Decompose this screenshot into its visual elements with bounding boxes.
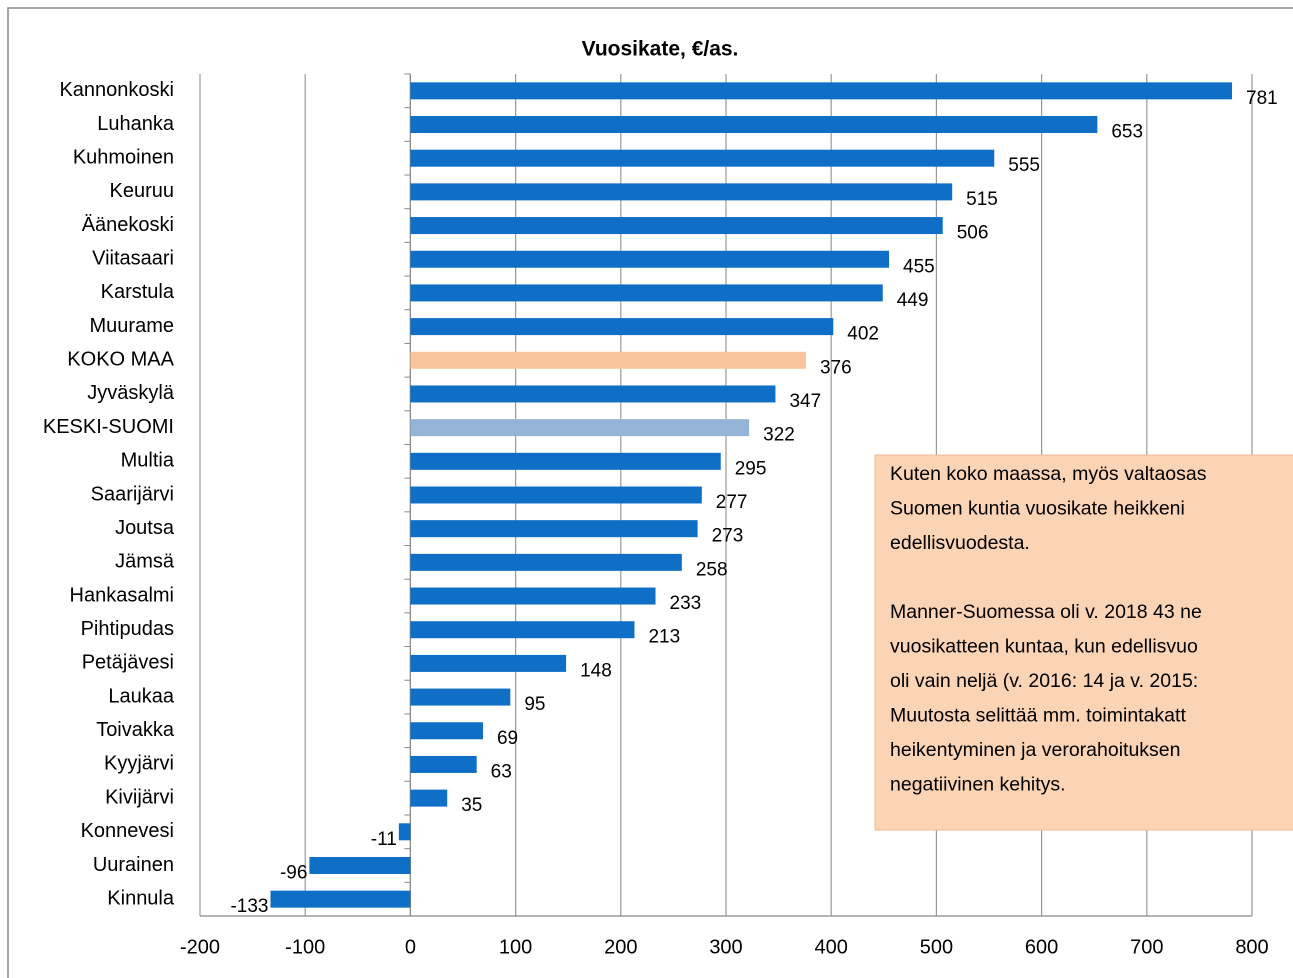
y-tick-label: Kyyjärvi	[104, 753, 174, 775]
x-tick-label: 600	[1025, 936, 1058, 958]
annotation-text: Muutosta selittää mm. toimintakatt	[890, 705, 1186, 727]
value-label: -133	[230, 896, 268, 917]
bar	[410, 149, 995, 167]
bar	[270, 890, 411, 908]
value-label: 273	[712, 526, 744, 547]
bar	[410, 654, 567, 672]
bar	[410, 755, 477, 773]
value-label: 322	[763, 425, 795, 446]
y-tick-label: Kinnula	[107, 887, 175, 909]
value-label: 555	[1008, 155, 1040, 176]
value-label: 63	[491, 761, 512, 782]
bar	[410, 722, 483, 740]
bar	[410, 789, 448, 807]
bar	[410, 621, 635, 639]
value-label: 506	[957, 223, 989, 244]
bar	[410, 553, 682, 571]
bar	[410, 217, 943, 235]
y-tick-label: Viitasaari	[92, 248, 174, 270]
y-tick-label: Laukaa	[108, 685, 174, 707]
value-label: 258	[696, 559, 728, 580]
x-tick-label: 500	[920, 936, 953, 958]
x-tick-label: 300	[709, 936, 742, 958]
y-tick-label: Jämsä	[115, 551, 175, 573]
value-label: 277	[716, 492, 748, 513]
chart-title: Vuosikate, €/as.	[582, 38, 739, 61]
value-label: 233	[670, 593, 702, 614]
annotation-text: Kuten koko maassa, myös valtaosas	[890, 463, 1207, 485]
value-label: 95	[524, 694, 545, 715]
bar	[410, 419, 750, 437]
bar	[410, 587, 656, 605]
y-tick-label: Konnevesi	[81, 820, 174, 842]
bar	[410, 116, 1098, 134]
y-tick-label: Toivakka	[96, 719, 175, 741]
bar	[410, 318, 834, 336]
value-label: 781	[1246, 88, 1278, 109]
bar	[410, 486, 702, 504]
bar	[410, 250, 890, 268]
annotation-text: Manner-Suomessa oli v. 2018 43 ne	[890, 601, 1202, 623]
y-tick-label: Saarijärvi	[91, 483, 174, 505]
value-label: 515	[966, 189, 998, 210]
bar	[398, 823, 411, 841]
bar	[410, 385, 776, 403]
x-tick-label: -200	[180, 936, 220, 958]
y-tick-label: Muurame	[90, 315, 174, 337]
annotation-text: Suomen kuntia vuosikate heikkeni	[890, 498, 1185, 520]
value-label: 376	[820, 357, 852, 378]
value-label: 35	[461, 795, 482, 816]
value-label: 347	[789, 391, 821, 412]
x-tick-label: 400	[815, 936, 848, 958]
x-tick-label: 700	[1130, 936, 1163, 958]
y-tick-label: Luhanka	[97, 113, 175, 135]
y-tick-label: Hankasalmi	[70, 584, 174, 606]
y-tick-label: Äänekoski	[82, 214, 174, 236]
y-tick-label: Kannonkoski	[59, 79, 174, 101]
x-tick-label: 100	[499, 936, 532, 958]
annotation-text: edellisvuodesta.	[890, 532, 1030, 554]
value-label: 69	[497, 728, 518, 749]
bar	[410, 82, 1233, 100]
x-tick-label: 800	[1235, 936, 1268, 958]
value-label: 213	[648, 627, 680, 648]
value-label: 449	[897, 290, 929, 311]
x-tick-label: 0	[405, 936, 416, 958]
bar	[410, 520, 698, 538]
x-tick-label: 200	[604, 936, 637, 958]
value-label: 455	[903, 256, 935, 277]
y-tick-label: KESKI-SUOMI	[43, 416, 174, 438]
bar	[410, 452, 721, 470]
bar	[410, 183, 953, 201]
y-tick-label: KOKO MAA	[67, 349, 174, 371]
bar	[410, 351, 806, 369]
value-label: 295	[735, 458, 767, 479]
value-label: 653	[1111, 122, 1143, 143]
y-tick-label: Kivijärvi	[105, 786, 174, 808]
y-tick-label: Joutsa	[115, 517, 175, 539]
value-label: -96	[280, 862, 307, 883]
y-tick-label: Kuhmoinen	[73, 146, 174, 168]
y-tick-label: Uurainen	[93, 854, 174, 876]
y-tick-label: Jyväskylä	[87, 382, 175, 404]
bar	[410, 284, 883, 302]
bar	[410, 688, 511, 706]
value-label: 402	[847, 324, 879, 345]
x-tick-label: -100	[285, 936, 325, 958]
y-tick-label: Multia	[121, 450, 175, 472]
bar	[309, 856, 411, 874]
annotation-text: heikentyminen ja verorahoituksen	[890, 739, 1181, 761]
y-tick-label: Petäjävesi	[82, 652, 174, 674]
value-label: -11	[371, 829, 397, 850]
y-tick-label: Keuruu	[110, 180, 175, 202]
y-tick-label: Karstula	[101, 281, 175, 303]
annotation-box	[874, 454, 1293, 831]
annotation-text: oli vain neljä (v. 2016: 14 ja v. 2015:	[890, 670, 1198, 692]
annotation-text: negatiivinen kehitys.	[890, 774, 1066, 796]
value-label: 148	[580, 660, 612, 681]
annotation-text: vuosikatteen kuntaa, kun edellisvuo	[890, 636, 1198, 658]
y-tick-label: Pihtipudas	[81, 618, 174, 640]
